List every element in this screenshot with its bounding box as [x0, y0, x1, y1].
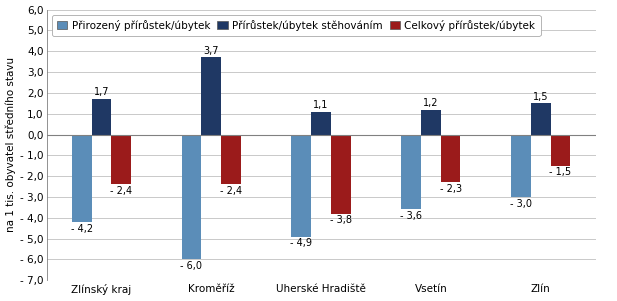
Text: - 2,3: - 2,3: [439, 184, 462, 194]
Bar: [401, 135, 421, 209]
Text: 1,5: 1,5: [533, 92, 549, 102]
Bar: [311, 112, 331, 135]
Bar: [72, 135, 91, 222]
Text: - 3,0: - 3,0: [510, 199, 532, 209]
Text: 1,1: 1,1: [313, 100, 329, 110]
Bar: [201, 57, 221, 135]
Text: - 2,4: - 2,4: [220, 186, 242, 196]
Bar: [511, 135, 531, 197]
Text: - 6,0: - 6,0: [180, 261, 202, 271]
Bar: [291, 135, 311, 237]
Text: 3,7: 3,7: [204, 46, 219, 56]
Bar: [550, 135, 570, 166]
Y-axis label: na 1 tis. obyvatel středního stavu: na 1 tis. obyvatel středního stavu: [6, 57, 16, 232]
Text: - 2,4: - 2,4: [110, 186, 132, 196]
Bar: [221, 135, 241, 185]
Bar: [111, 135, 131, 185]
Text: - 4,9: - 4,9: [290, 238, 312, 248]
Text: - 3,8: - 3,8: [329, 215, 352, 225]
Text: - 3,6: - 3,6: [400, 211, 422, 221]
Bar: [331, 135, 350, 214]
Bar: [91, 99, 111, 135]
Bar: [421, 110, 441, 135]
Legend: Přirozený přírůstek/úbytek, Přírůstek/úbytek stěhováním, Celkový přírůstek/úbyte: Přirozený přírůstek/úbytek, Přírůstek/úb…: [52, 15, 540, 36]
Text: 1,2: 1,2: [423, 98, 439, 108]
Bar: [181, 135, 201, 259]
Bar: [441, 135, 460, 182]
Text: 1,7: 1,7: [94, 87, 109, 98]
Text: - 1,5: - 1,5: [549, 167, 571, 177]
Text: - 4,2: - 4,2: [70, 224, 93, 234]
Bar: [531, 103, 550, 135]
